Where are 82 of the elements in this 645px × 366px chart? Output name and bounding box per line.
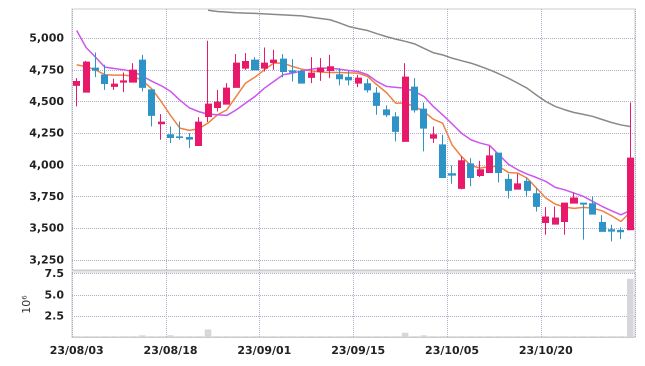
candlestick [552, 206, 559, 225]
candlestick [524, 177, 531, 198]
candlestick [298, 69, 305, 84]
candlestick [111, 78, 118, 90]
candlestick [439, 134, 446, 178]
candlestick [129, 62, 137, 83]
candlestick [289, 58, 296, 82]
y-tick-label: 3,250 [29, 253, 64, 266]
y-tick-label: 5,000 [29, 32, 64, 45]
x-tick-label: 23/08/03 [50, 344, 104, 357]
candlestick [458, 156, 465, 190]
candlestick [195, 116, 202, 146]
y-tick-label: 3,750 [29, 190, 64, 204]
y-tick-label: 3,500 [29, 222, 64, 235]
candlestick [139, 54, 146, 92]
candlestick [392, 112, 399, 142]
candlestick [167, 126, 174, 144]
candlestick [223, 82, 230, 105]
candlestick [430, 126, 437, 144]
candlestick [467, 158, 474, 187]
candlestick [327, 54, 334, 79]
candlestick [355, 74, 362, 88]
candlestick [589, 196, 596, 215]
candlestick [270, 49, 277, 70]
candlestick [561, 202, 568, 236]
candlestick [148, 89, 155, 127]
candlestick [101, 64, 108, 90]
candlestick [176, 121, 183, 140]
y-tick-label: 4,750 [29, 63, 64, 76]
candlestick [261, 47, 268, 72]
candlestick [477, 160, 484, 178]
y-tick-label: 5.0 [44, 288, 64, 302]
candlestick [505, 173, 512, 199]
candlestick [120, 72, 127, 93]
x-tick-label: 23/10/05 [425, 344, 480, 357]
candlestick [495, 152, 502, 183]
candlestick [345, 70, 352, 86]
candlestick [402, 62, 409, 142]
candlestick [420, 102, 427, 152]
candlestick [608, 224, 615, 242]
x-tick-label: 23/09/15 [331, 344, 386, 357]
candlestick [364, 78, 371, 93]
bar [204, 329, 212, 337]
y-axis-title: 10⁶ [20, 294, 33, 314]
candlestick [580, 202, 587, 240]
candlestick [383, 104, 390, 118]
y-tick-label: 4,500 [29, 94, 64, 108]
line-series [207, 10, 632, 128]
candlestick [158, 114, 165, 140]
x-tick-label: 23/08/18 [144, 344, 198, 357]
candlestick [617, 226, 624, 240]
candlestick [214, 89, 221, 112]
candlestick [186, 132, 193, 149]
candlestick [486, 145, 493, 173]
x-tick-label: 23/09/01 [237, 344, 292, 357]
candlestick [533, 188, 540, 212]
candlestick [627, 102, 634, 230]
candlestick [542, 206, 549, 236]
candlestick [599, 214, 606, 232]
candlestick [373, 86, 380, 116]
x-tick-label: 23/10/20 [518, 344, 574, 357]
candlestick [317, 58, 324, 82]
y-tick-label: 4,250 [29, 126, 64, 140]
candlestick [411, 78, 418, 114]
bar [402, 332, 408, 337]
candlestick [233, 54, 240, 88]
candlestick [242, 52, 249, 70]
candlestick [251, 56, 259, 70]
candlestick [308, 56, 315, 84]
candlestick [73, 78, 80, 107]
bar [627, 278, 634, 337]
y-tick-label: 4,000 [29, 158, 64, 172]
candlestick [448, 164, 456, 184]
candlestick [570, 192, 578, 204]
candlestick [92, 52, 99, 78]
y-tick-label: 7.5 [44, 267, 64, 280]
candlestick [83, 60, 90, 93]
candlestick [514, 173, 521, 190]
candlestick [336, 68, 343, 86]
candlestick [280, 54, 287, 78]
candlestick [205, 40, 212, 123]
y-tick-label: 2.5 [44, 309, 64, 322]
